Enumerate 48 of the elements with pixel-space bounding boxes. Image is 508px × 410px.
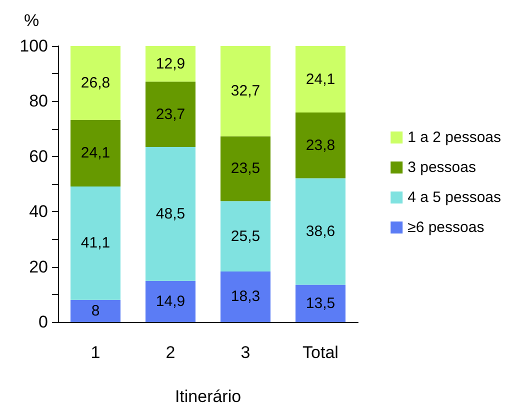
bar (146, 82, 196, 148)
y-tick-label: 60 (29, 146, 48, 166)
bar (220, 136, 270, 202)
legend-label: 1 a 2 pessoas (408, 129, 502, 146)
data-label: 24,1 (80, 144, 110, 162)
data-label: 13,5 (306, 294, 336, 312)
data-label: 25,5 (230, 228, 260, 245)
bar (70, 186, 120, 300)
x-tick-label: 2 (166, 343, 176, 362)
legend-label: ≥6 pessoas (408, 219, 484, 236)
bar (296, 284, 346, 322)
data-label: 23,5 (230, 160, 260, 178)
data-label: 41,1 (80, 234, 110, 252)
bar (146, 46, 196, 82)
bar (296, 46, 346, 113)
data-label: 23,8 (306, 136, 336, 154)
x-tick-label: Total (302, 343, 338, 362)
data-label: 48,5 (156, 205, 186, 222)
data-label: 8 (91, 302, 100, 320)
data-label: 26,8 (80, 74, 110, 92)
data-label: 23,7 (156, 106, 186, 123)
legend-label: 3 pessoas (408, 159, 476, 176)
data-label: 12,9 (156, 55, 186, 72)
data-label: 38,6 (306, 222, 336, 240)
y-tick-label: 80 (29, 92, 48, 111)
data-label: 32,7 (230, 82, 260, 100)
bar (70, 300, 120, 322)
bar (220, 271, 270, 322)
bar (296, 178, 346, 285)
bar (70, 46, 120, 120)
legend-label: 4 a 5 pessoas (408, 189, 502, 206)
x-tick-label: 3 (240, 343, 250, 362)
bar (296, 112, 346, 178)
x-axis-title: Itinerário (174, 387, 242, 406)
data-label: 18,3 (230, 288, 260, 306)
bar (220, 46, 270, 136)
data-label: 14,9 (156, 292, 186, 310)
y-axis-title: % (24, 11, 40, 30)
data-label: 24,1 (306, 70, 336, 88)
bar (220, 201, 270, 272)
bar (146, 147, 196, 281)
y-tick-label: 0 (38, 312, 48, 332)
bar (70, 120, 120, 186)
y-tick-label: 100 (20, 36, 48, 56)
bar (146, 280, 196, 322)
x-tick-label: 1 (90, 343, 100, 362)
y-tick-label: 20 (29, 257, 48, 276)
y-tick-label: 40 (29, 202, 48, 222)
